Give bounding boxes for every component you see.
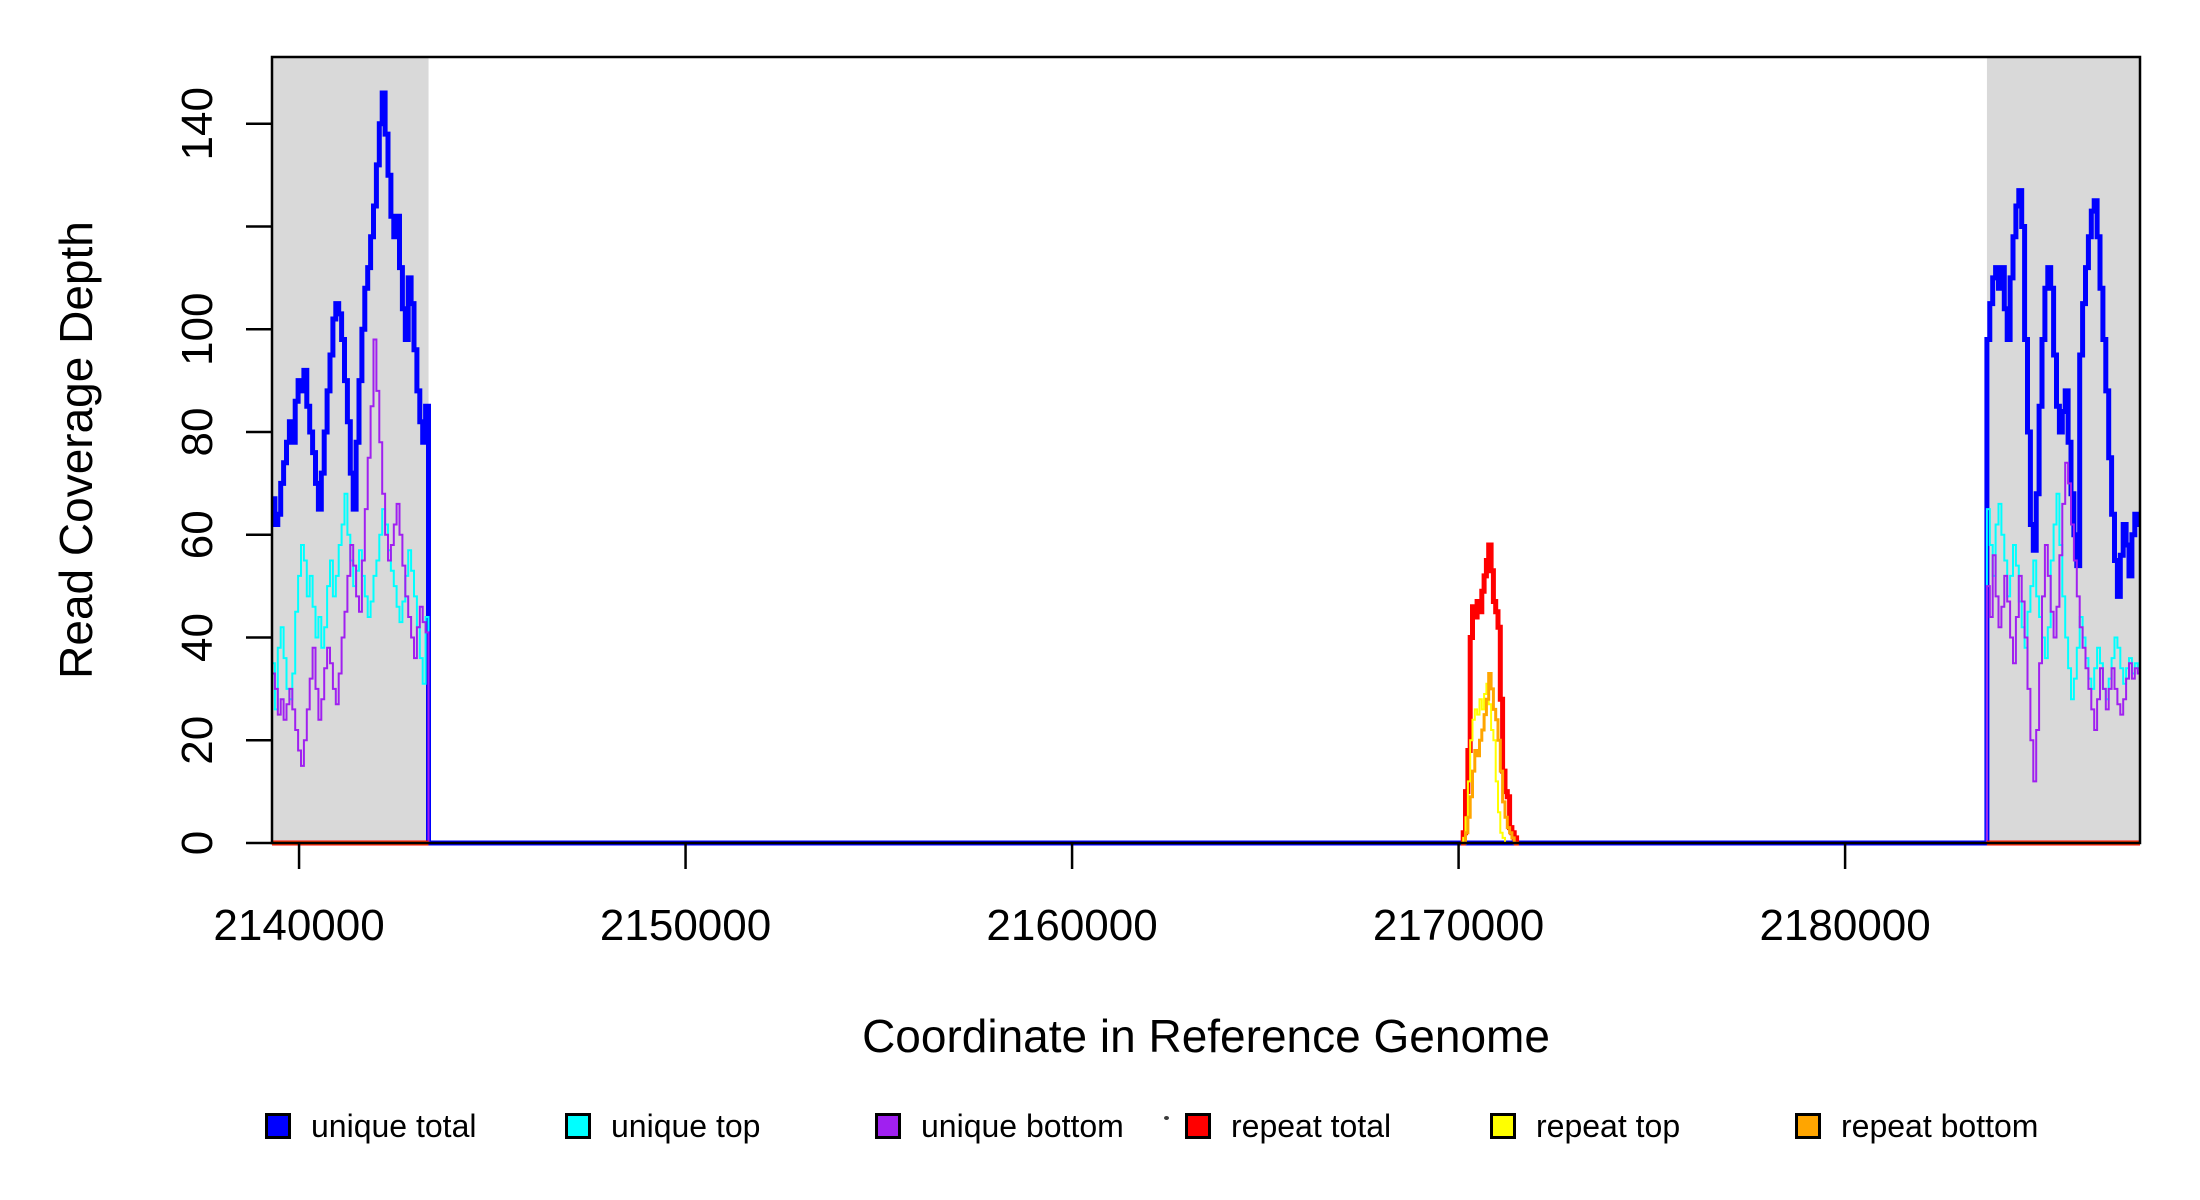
legend-label: unique top [611, 1107, 761, 1144]
series-repeat-bottom [1460, 672, 1519, 845]
x-tick-label: 2140000 [213, 901, 384, 950]
legend-item-unique-total: unique total [265, 1106, 476, 1146]
y-axis-title: Read Coverage Depth [50, 221, 102, 679]
y-tick-label: 100 [173, 293, 222, 366]
legend-item-repeat-total: repeat total [1185, 1106, 1391, 1146]
legend-item-repeat-top: repeat top [1490, 1106, 1680, 1146]
plot-border [270, 55, 2142, 845]
y-tick-label: 140 [173, 87, 222, 160]
legend-label: unique bottom [921, 1107, 1124, 1144]
y-tick-label: 60 [173, 510, 222, 559]
y-tick-label: 40 [173, 613, 222, 662]
series-repeat-top [1460, 682, 1519, 844]
series-unique-total [272, 90, 2141, 846]
series-repeat-total [1460, 542, 1520, 846]
legend-label: repeat total [1231, 1107, 1392, 1144]
legend-label: unique total [311, 1107, 477, 1144]
legend-label: repeat bottom [1841, 1107, 2039, 1144]
series-unique-top [272, 492, 2141, 844]
legend-swatch-repeat-total [1185, 1113, 1211, 1139]
legend-item-unique-bottom: unique bottom [875, 1106, 1124, 1146]
legend-swatch-unique-total [265, 1113, 291, 1139]
x-tick-label: 2180000 [1759, 901, 1930, 950]
legend: unique total unique top unique bottom repea… [0, 1106, 2200, 1166]
stray-dot [1164, 1116, 1169, 1120]
legend-item-unique-top: unique top [565, 1106, 760, 1146]
legend-swatch-repeat-top [1490, 1113, 1516, 1139]
shaded-region-right [1986, 57, 2140, 843]
legend-item-repeat-bottom: repeat bottom [1795, 1106, 2038, 1146]
x-tick-label: 2160000 [986, 901, 1157, 950]
legend-swatch-unique-bottom [875, 1113, 901, 1139]
y-tick-label: 80 [173, 408, 222, 457]
legend-swatch-repeat-bottom [1795, 1113, 1821, 1139]
legend-label: repeat top [1536, 1107, 1681, 1144]
legend-swatch-unique-top [565, 1113, 591, 1139]
series-unique-bottom [272, 338, 2141, 844]
x-tick-label: 2150000 [600, 901, 771, 950]
x-tick-label: 2170000 [1373, 901, 1544, 950]
y-tick-label: 0 [173, 831, 222, 855]
y-tick-label: 20 [173, 716, 222, 765]
x-axis-title: Coordinate in Reference Genome [862, 1010, 1550, 1062]
